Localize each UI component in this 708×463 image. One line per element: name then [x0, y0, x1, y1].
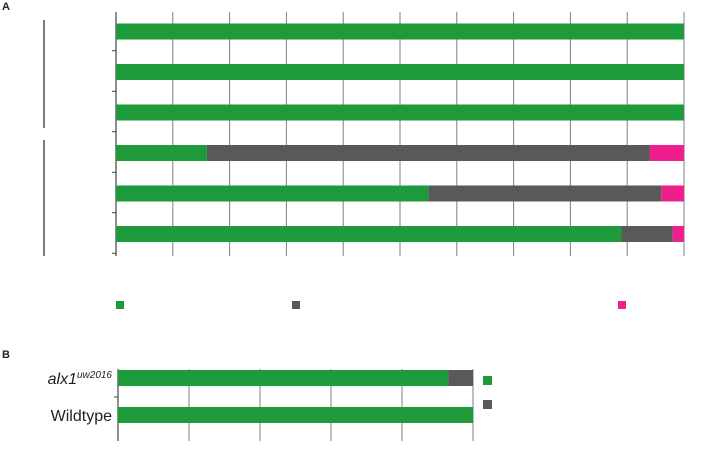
panel-a: A	[2, 1, 685, 309]
category-label: alx1uw2016	[48, 370, 113, 388]
legend-swatch-wildtype	[116, 301, 124, 309]
bar-segment-wildtype	[118, 370, 449, 386]
category-label-base: alx1	[48, 371, 77, 388]
bar-segment-wildtype	[116, 145, 207, 161]
bar-segment-wildtype	[116, 226, 622, 242]
panel-b-bars	[118, 370, 473, 423]
panel-b-category-labels: alx1uw2016 Wildtype	[48, 370, 113, 425]
bar-segment-dead	[649, 145, 684, 161]
bar-segment-wildtype	[116, 23, 684, 40]
legend-swatch-craniofacial	[483, 400, 492, 409]
legend-swatch-wildtype	[483, 376, 492, 385]
bar-segment-wildtype	[116, 185, 429, 202]
panel-b-legend	[483, 376, 492, 409]
category-label-superscript: uw2016	[77, 370, 112, 381]
bar-segment-craniofacial	[621, 226, 673, 242]
panel-a-label: A	[2, 1, 10, 13]
bar-segment-wildtype	[118, 407, 473, 423]
category-label-base: Wildtype	[51, 408, 112, 425]
category-label: Wildtype	[51, 408, 112, 425]
legend-swatch-dead	[618, 301, 626, 309]
bar-segment-craniofacial	[448, 370, 473, 386]
bar-segment-dead	[672, 226, 684, 242]
bar-segment-craniofacial	[428, 185, 662, 202]
bar-segment-craniofacial	[206, 145, 650, 161]
panel-b-label: B	[2, 349, 10, 361]
legend-swatch-craniofacial	[292, 301, 300, 309]
panel-a-bars	[116, 23, 684, 242]
panel-a-legend	[116, 301, 626, 309]
panel-b: B alx1uw2016 Wildtype	[2, 349, 492, 441]
bar-segment-dead	[661, 185, 684, 202]
panel-a-gridlines	[112, 12, 685, 256]
bar-segment-wildtype	[116, 64, 684, 80]
bar-segment-wildtype	[116, 104, 684, 121]
